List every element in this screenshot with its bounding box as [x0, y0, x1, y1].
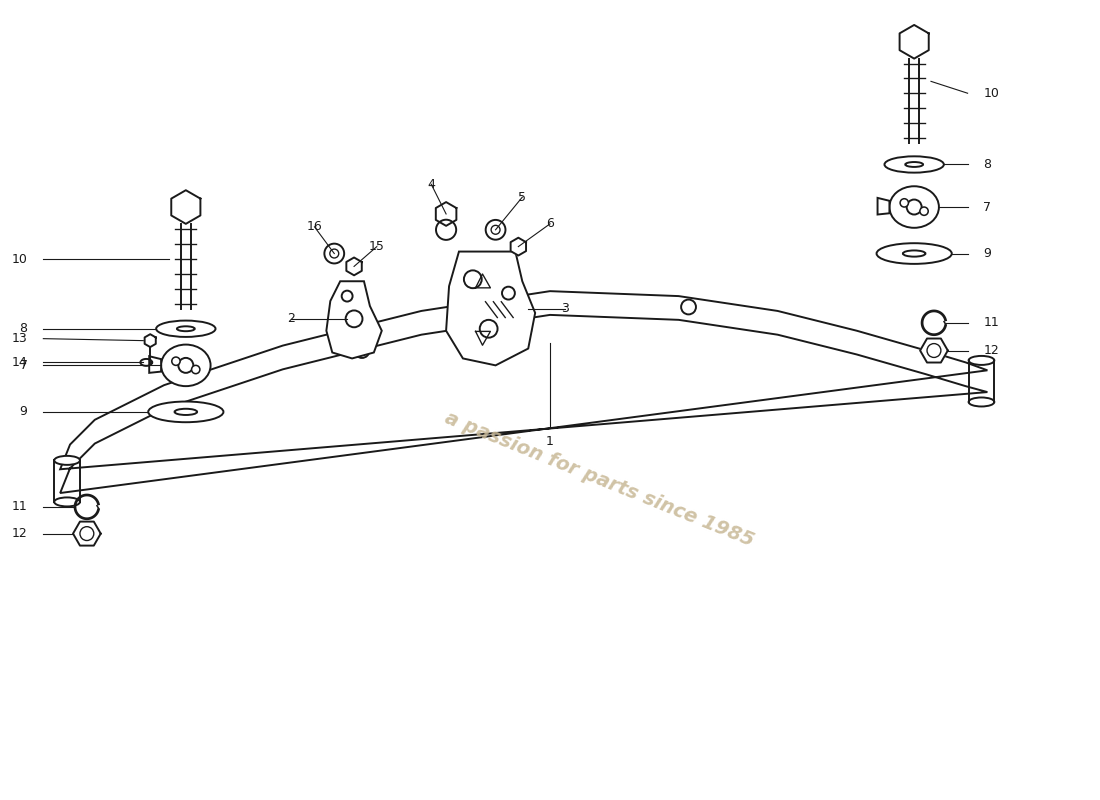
- Circle shape: [354, 343, 370, 358]
- Polygon shape: [60, 291, 988, 493]
- Polygon shape: [346, 258, 362, 275]
- Text: 1: 1: [546, 435, 554, 448]
- Text: 2: 2: [287, 312, 295, 326]
- Text: 7: 7: [983, 201, 991, 214]
- Ellipse shape: [877, 243, 952, 264]
- Text: 16: 16: [307, 220, 322, 234]
- Circle shape: [342, 290, 353, 302]
- Ellipse shape: [148, 402, 223, 422]
- Circle shape: [191, 366, 200, 374]
- Ellipse shape: [490, 322, 531, 340]
- Text: 7: 7: [20, 359, 28, 372]
- Ellipse shape: [156, 321, 216, 337]
- Circle shape: [345, 310, 363, 327]
- Polygon shape: [327, 282, 382, 358]
- Text: 5: 5: [518, 190, 526, 204]
- Circle shape: [900, 198, 909, 207]
- Text: 11: 11: [12, 500, 28, 514]
- Circle shape: [920, 207, 928, 215]
- Circle shape: [480, 320, 497, 338]
- Text: 9: 9: [983, 247, 991, 260]
- Circle shape: [681, 299, 696, 314]
- Ellipse shape: [175, 409, 197, 415]
- Circle shape: [491, 226, 501, 234]
- Circle shape: [324, 244, 344, 263]
- Text: 13: 13: [12, 332, 28, 345]
- Ellipse shape: [890, 186, 939, 228]
- Ellipse shape: [969, 398, 994, 406]
- Text: 12: 12: [12, 527, 28, 540]
- Circle shape: [502, 286, 515, 299]
- Text: 3: 3: [561, 302, 569, 315]
- Polygon shape: [436, 202, 456, 226]
- Polygon shape: [172, 190, 200, 224]
- Text: 4: 4: [427, 178, 436, 190]
- Circle shape: [172, 357, 180, 366]
- Circle shape: [927, 343, 940, 358]
- Text: 9: 9: [20, 406, 28, 418]
- Ellipse shape: [161, 345, 210, 386]
- Ellipse shape: [54, 456, 80, 465]
- Polygon shape: [447, 251, 536, 366]
- Ellipse shape: [969, 356, 994, 365]
- Text: 8: 8: [983, 158, 991, 171]
- Ellipse shape: [54, 498, 80, 506]
- Polygon shape: [73, 522, 101, 546]
- Ellipse shape: [903, 250, 925, 257]
- Polygon shape: [150, 356, 161, 373]
- Text: 15: 15: [368, 240, 385, 253]
- Circle shape: [464, 270, 482, 288]
- Polygon shape: [920, 338, 948, 362]
- Ellipse shape: [905, 162, 923, 167]
- Circle shape: [178, 358, 194, 373]
- Text: 8: 8: [20, 322, 28, 335]
- Circle shape: [906, 199, 922, 214]
- Text: 11: 11: [983, 316, 999, 330]
- Circle shape: [330, 249, 339, 258]
- Text: 10: 10: [983, 86, 999, 100]
- Polygon shape: [144, 334, 156, 347]
- Polygon shape: [878, 198, 890, 214]
- Text: 14: 14: [12, 356, 28, 369]
- Polygon shape: [510, 238, 526, 255]
- Text: 10: 10: [12, 253, 28, 266]
- Text: a passion for parts since 1985: a passion for parts since 1985: [442, 408, 757, 550]
- Polygon shape: [900, 25, 928, 58]
- Text: 12: 12: [983, 344, 999, 357]
- Text: 6: 6: [546, 218, 554, 230]
- Ellipse shape: [177, 326, 195, 331]
- Circle shape: [80, 526, 94, 541]
- Circle shape: [436, 220, 456, 240]
- Ellipse shape: [884, 156, 944, 173]
- Circle shape: [486, 220, 506, 240]
